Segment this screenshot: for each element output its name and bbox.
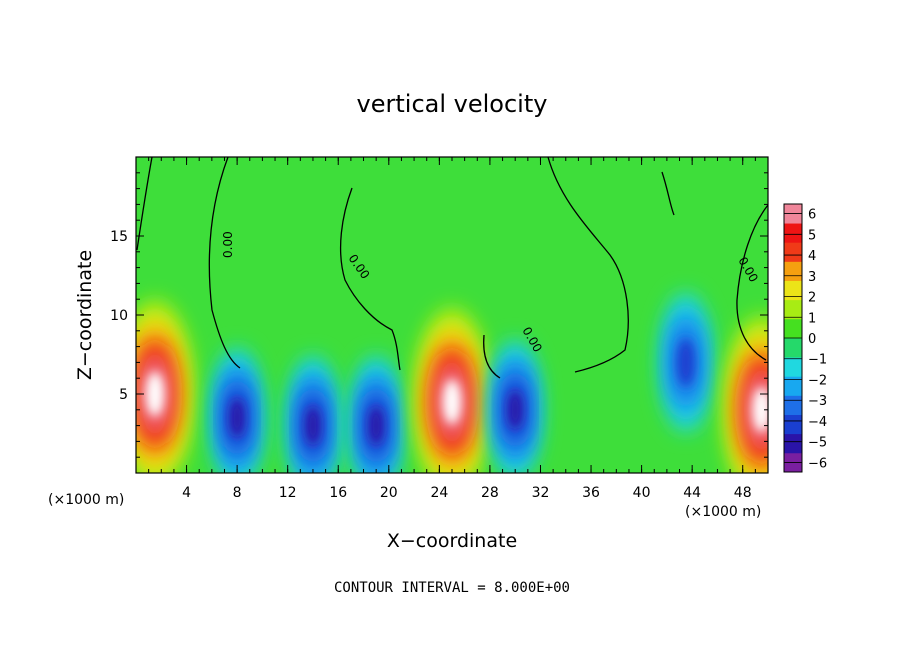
field-level [677,339,695,386]
zero-contour-line [483,334,501,379]
x-tick-label: 4 [182,485,191,501]
colorbar-swatch [784,299,802,320]
x-tick-label: 20 [380,485,398,501]
colorbar-swatch [784,395,802,415]
velocity-field [136,292,768,473]
y-tick-label: 15 [110,229,128,245]
x-tick-label: 48 [734,485,752,501]
plot-area: 0.00 0.00 0.00 0.00 [135,156,769,474]
x-tick-label: 8 [233,485,242,501]
x-tick-label: 40 [633,485,651,501]
colorbar-tick-label: −6 [808,456,827,471]
colorbar-swatch [784,318,802,339]
colorbar-tick-label: 6 [808,208,816,223]
x-tick-label: 24 [430,485,448,501]
x-tick-label: 28 [481,485,499,501]
y-tick-label: 10 [110,308,128,324]
field-level [752,387,768,432]
colorbar-swatch [784,376,802,396]
x-unit-label-right: (×1000 m) [685,504,761,520]
colorbar-swatch [784,357,802,377]
zero-contour-line [136,157,153,251]
x-tick-label: 12 [279,485,297,501]
contour-interval-note: CONTOUR INTERVAL = 8.000E+00 [334,580,570,596]
zero-contour-line [208,157,241,369]
zero-contour-line [736,204,768,361]
zero-contour-line [661,171,675,216]
field-level [305,406,321,445]
colorbar-tick-label: 3 [808,270,816,285]
contour-label: 0.00 [221,231,235,258]
colorbar-swatch [784,433,802,454]
colorbar-swatch [784,280,802,301]
colorbar-tick-label: 4 [808,249,816,264]
colorbar-swatch [784,414,802,435]
chart-title: vertical velocity [357,90,548,118]
colorbar-tick-label: −3 [808,394,827,409]
x-tick-label: 36 [582,485,600,501]
colorbar-swatch [784,338,802,358]
colorbar-tick-label: 5 [808,228,816,243]
colorbar-tick-label: 0 [808,332,816,347]
colorbar-swatch [784,242,802,262]
x-axis-label: X−coordinate [387,530,517,552]
colorbar-swatch [784,261,802,281]
field-level [369,406,384,445]
x-unit-label-left: (×1000 m) [48,492,124,508]
field-level [146,372,164,416]
x-tick-label: 32 [532,485,550,501]
field-level [230,398,245,437]
colorbar-tick-label: 2 [808,291,816,306]
colorbar-tick-label: −1 [808,353,827,368]
zero-contour-line [340,187,401,371]
colorbar-tick-label: −2 [808,373,827,388]
y-axis-label: Z−coordinate [74,250,96,380]
y-tick-label: 5 [119,387,128,403]
field-level [508,390,523,429]
colorbar-tick-label: −4 [808,415,827,430]
colorbar: 6 5 4 3 2 1 0 −1 −2 −3 −4 −5 −6 [783,203,827,473]
zero-contour-lines [136,157,768,379]
x-tick-label: 44 [683,485,701,501]
colorbar-tick-label: 1 [808,311,816,326]
colorbar-tick-label: −5 [808,436,827,451]
field-level [443,379,461,424]
x-tick-label: 16 [329,485,347,501]
zero-contour-line [547,157,629,373]
colorbar-swatch [784,223,802,243]
